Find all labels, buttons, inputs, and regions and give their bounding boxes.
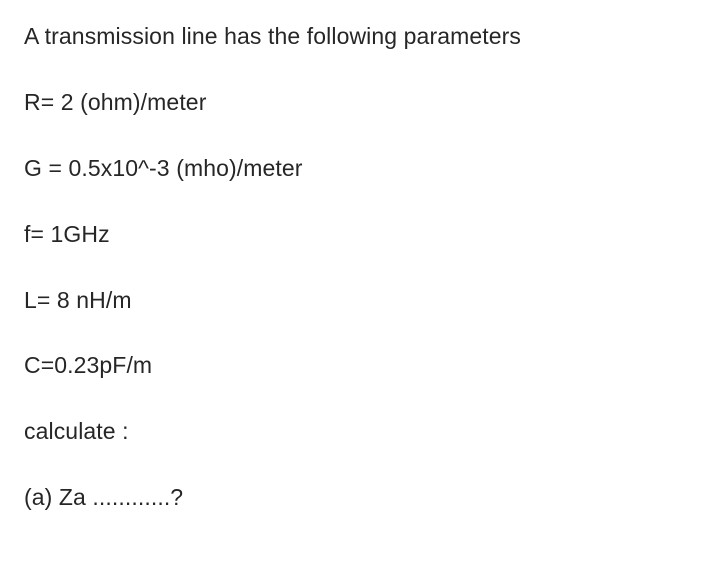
param-f: f= 1GHz: [24, 220, 696, 250]
param-C: C=0.23pF/m: [24, 351, 696, 381]
calculate-label: calculate :: [24, 417, 696, 447]
problem-statement: A transmission line has the following pa…: [24, 22, 696, 513]
question-a: (a) Za ............?: [24, 483, 696, 513]
param-L: L= 8 nH/m: [24, 286, 696, 316]
param-G: G = 0.5x10^-3 (mho)/meter: [24, 154, 696, 184]
param-R: R= 2 (ohm)/meter: [24, 88, 696, 118]
intro-text: A transmission line has the following pa…: [24, 22, 696, 52]
